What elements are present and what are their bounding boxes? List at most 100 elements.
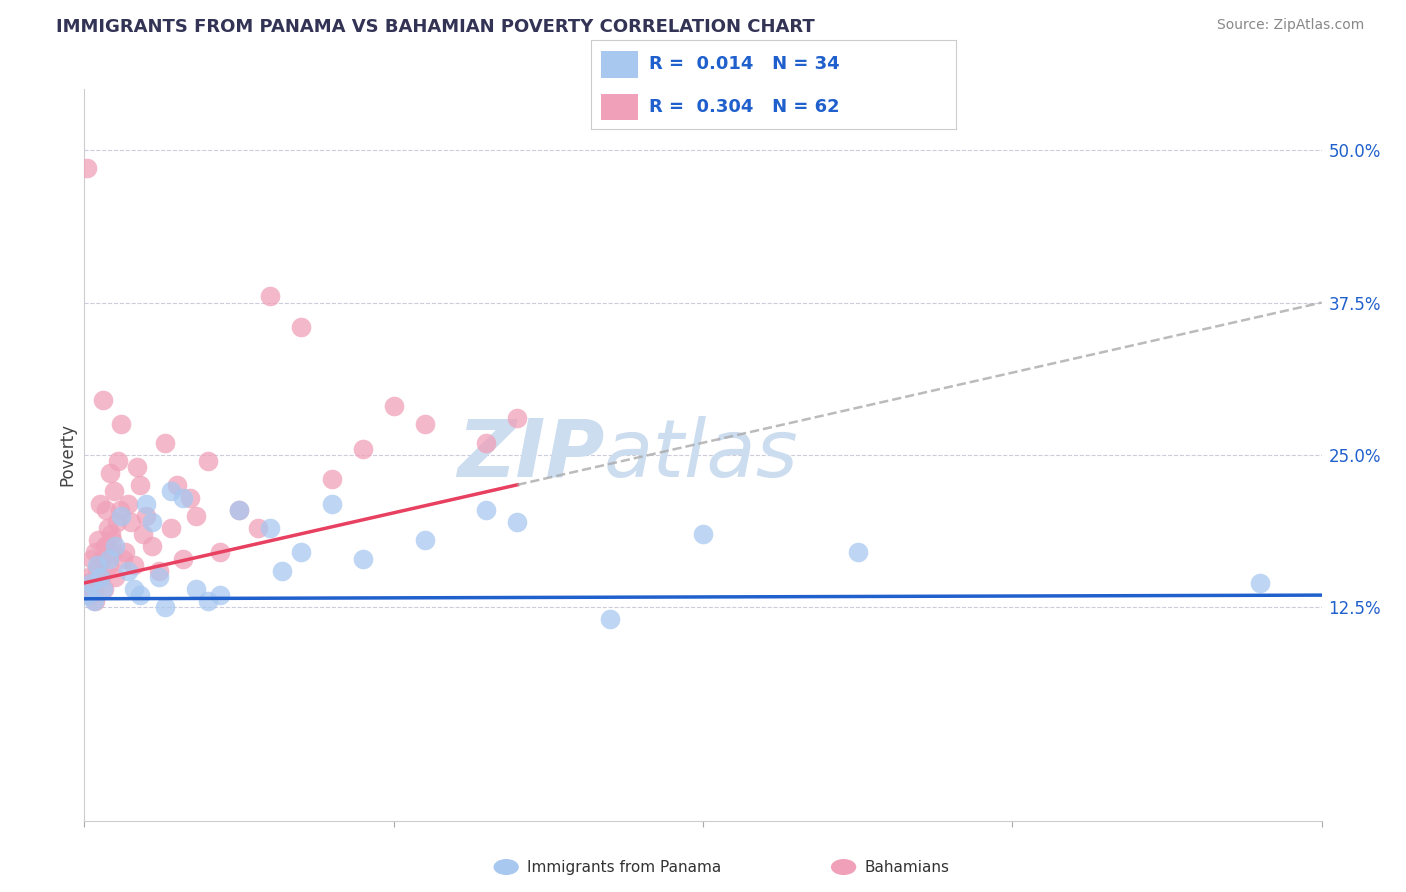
Point xyxy=(117,497,139,511)
Point xyxy=(321,472,343,486)
Point xyxy=(599,613,621,627)
Point xyxy=(321,497,343,511)
Text: Source: ZipAtlas.com: Source: ZipAtlas.com xyxy=(1216,18,1364,32)
Point xyxy=(89,497,111,511)
Point xyxy=(153,600,176,615)
Point xyxy=(1249,576,1271,591)
Point xyxy=(103,484,125,499)
Point xyxy=(96,539,118,553)
Point xyxy=(141,515,163,529)
Point xyxy=(129,478,152,492)
Point xyxy=(90,570,112,584)
Point xyxy=(259,289,281,303)
Point xyxy=(79,588,101,602)
Bar xyxy=(602,94,638,120)
Point xyxy=(86,558,108,572)
Point xyxy=(93,582,115,596)
Point xyxy=(184,508,207,523)
Point xyxy=(153,435,176,450)
Point xyxy=(110,508,132,523)
Point xyxy=(94,503,117,517)
Point xyxy=(209,588,232,602)
Point xyxy=(89,570,111,584)
Point xyxy=(160,521,183,535)
Text: R =  0.014   N = 34: R = 0.014 N = 34 xyxy=(650,55,839,73)
Point xyxy=(100,527,122,541)
Point xyxy=(506,411,529,425)
Point xyxy=(120,515,142,529)
Point xyxy=(83,594,105,608)
Point xyxy=(228,503,250,517)
Point xyxy=(184,582,207,596)
Point xyxy=(77,570,100,584)
Point xyxy=(246,521,269,535)
Point xyxy=(352,551,374,566)
Point xyxy=(125,460,148,475)
Point xyxy=(91,582,114,596)
Point xyxy=(259,521,281,535)
Point xyxy=(197,454,219,468)
Point xyxy=(84,545,107,559)
Text: R =  0.304   N = 62: R = 0.304 N = 62 xyxy=(650,98,839,116)
Point xyxy=(135,497,157,511)
Point xyxy=(141,539,163,553)
Point xyxy=(475,435,498,450)
Text: IMMIGRANTS FROM PANAMA VS BAHAMIAN POVERTY CORRELATION CHART: IMMIGRANTS FROM PANAMA VS BAHAMIAN POVER… xyxy=(56,18,815,36)
Point xyxy=(475,503,498,517)
Point xyxy=(98,551,121,566)
Point xyxy=(413,533,436,548)
Point xyxy=(76,588,98,602)
Point xyxy=(846,545,869,559)
Point xyxy=(228,503,250,517)
Point xyxy=(132,527,155,541)
Point xyxy=(83,582,105,596)
Text: ZIP: ZIP xyxy=(457,416,605,494)
Point xyxy=(352,442,374,456)
Y-axis label: Poverty: Poverty xyxy=(58,424,76,486)
Point xyxy=(79,588,101,602)
Point xyxy=(506,515,529,529)
Point xyxy=(122,558,145,572)
Point xyxy=(209,545,232,559)
Point xyxy=(86,564,108,578)
Bar xyxy=(602,51,638,78)
Point xyxy=(76,161,98,176)
Point xyxy=(172,551,194,566)
Point xyxy=(101,533,124,548)
Point xyxy=(87,533,110,548)
Point xyxy=(110,417,132,432)
Point xyxy=(166,478,188,492)
Point xyxy=(80,551,103,566)
Point xyxy=(197,594,219,608)
Point xyxy=(79,576,101,591)
Point xyxy=(104,539,127,553)
Point xyxy=(94,539,117,553)
Point xyxy=(122,582,145,596)
Point xyxy=(108,503,131,517)
Point xyxy=(82,576,104,591)
Text: atlas: atlas xyxy=(605,416,799,494)
Point xyxy=(103,545,125,559)
Point xyxy=(148,564,170,578)
Point xyxy=(290,320,312,334)
Point xyxy=(135,508,157,523)
Point xyxy=(179,491,201,505)
Point xyxy=(692,527,714,541)
Point xyxy=(97,521,120,535)
Point xyxy=(148,570,170,584)
Point xyxy=(160,484,183,499)
Point xyxy=(172,491,194,505)
Point xyxy=(98,558,121,572)
Point xyxy=(117,564,139,578)
Point xyxy=(114,545,136,559)
Point xyxy=(111,551,134,566)
Point xyxy=(107,454,129,468)
Point xyxy=(382,399,405,413)
Point xyxy=(98,466,121,480)
Point xyxy=(271,564,294,578)
Point xyxy=(413,417,436,432)
Text: Immigrants from Panama: Immigrants from Panama xyxy=(527,860,721,874)
Point xyxy=(87,558,110,572)
Point xyxy=(105,515,128,529)
Point xyxy=(104,570,127,584)
